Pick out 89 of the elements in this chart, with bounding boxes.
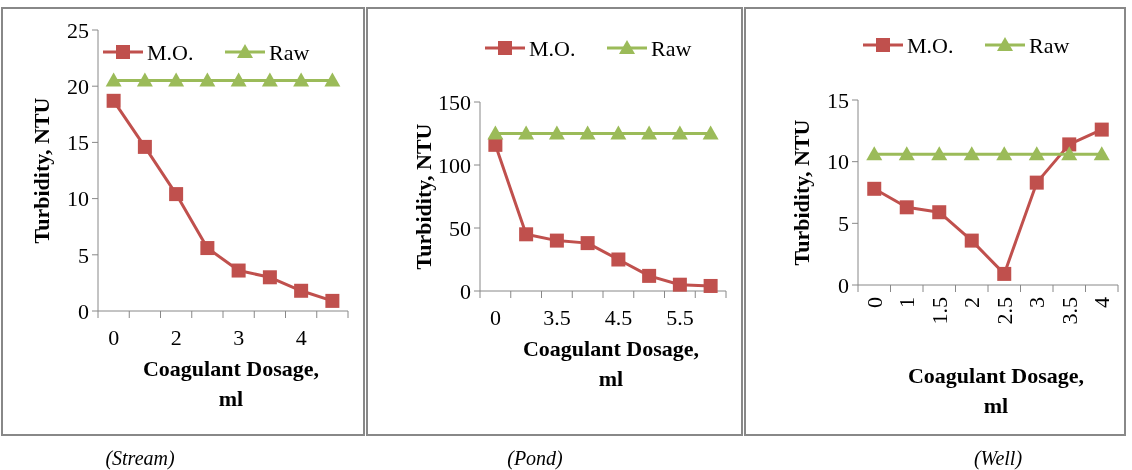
x-tick-label: 4	[1089, 297, 1115, 308]
point	[549, 233, 564, 248]
point	[169, 187, 184, 202]
point	[487, 125, 504, 140]
x-axis-title: Coagulant Dosage, ml	[907, 362, 1085, 418]
text: (Well)	[973, 447, 1023, 470]
y-tick-label: 20	[67, 73, 89, 99]
legend-label: Raw	[269, 39, 310, 65]
point	[199, 72, 216, 87]
y-tick-label: 10	[67, 186, 89, 212]
y-tick-label: 10	[827, 149, 849, 175]
x-axis-title: Coagulant Dosage, ml	[142, 355, 320, 411]
point	[261, 72, 278, 87]
y-tick-label: 100	[438, 152, 471, 178]
point	[867, 181, 882, 196]
x-tick-label: 3	[233, 324, 245, 350]
point	[1028, 146, 1045, 161]
x-tick-label: 5.5	[666, 304, 694, 330]
text: (Stream)	[105, 447, 175, 470]
point	[703, 278, 718, 293]
point	[200, 241, 215, 256]
point	[1093, 146, 1110, 161]
x-tick-label: 2	[959, 297, 985, 308]
x-tick-label: 1.5	[926, 297, 952, 325]
y-tick-label: 5	[838, 211, 849, 237]
y-tick-label: 50	[449, 215, 471, 241]
point	[996, 146, 1013, 161]
legend-label: Raw	[651, 35, 692, 61]
point	[519, 227, 534, 242]
point	[168, 72, 185, 87]
x-tick-label: 3.5	[1056, 297, 1082, 325]
legend-label: Raw	[1029, 32, 1070, 58]
point	[1029, 175, 1044, 190]
point	[137, 139, 152, 154]
point	[230, 72, 247, 87]
point	[294, 283, 309, 298]
point	[262, 270, 277, 285]
legend-label: M.O.	[907, 32, 954, 58]
point	[997, 266, 1012, 281]
point	[702, 125, 719, 140]
y-axis-title: Turbidity, NTU	[410, 123, 436, 270]
y-tick-label: 15	[827, 87, 849, 113]
point	[325, 293, 340, 308]
point	[518, 125, 535, 140]
point	[136, 72, 153, 87]
point	[672, 277, 687, 292]
text: (Pond)	[507, 447, 564, 470]
point	[641, 125, 658, 140]
point	[671, 125, 688, 140]
point	[580, 236, 595, 251]
y-axis-title: Turbidity, NTU	[788, 119, 814, 266]
point	[866, 146, 883, 161]
point	[1094, 122, 1109, 137]
point	[231, 263, 246, 278]
x-tick-label: 4	[295, 324, 307, 350]
point	[105, 72, 122, 87]
legend-label: M.O.	[147, 39, 194, 65]
x-tick-label: 1	[894, 297, 920, 308]
y-axis-title: Turbidity, NTU	[28, 97, 54, 244]
point	[931, 146, 948, 161]
x-tick-label: 3	[1024, 297, 1050, 308]
point	[611, 252, 626, 267]
x-tick-label: 2	[170, 324, 182, 350]
x-tick-label: 0	[108, 324, 120, 350]
point	[548, 125, 565, 140]
point	[324, 72, 341, 87]
x-axis-title: Coagulant Dosage, ml	[522, 335, 700, 391]
point	[963, 146, 980, 161]
y-tick-label: 25	[67, 17, 89, 43]
point	[899, 200, 914, 215]
y-tick-label: 150	[438, 89, 471, 115]
point	[579, 125, 596, 140]
point	[610, 125, 627, 140]
point	[642, 268, 657, 283]
point	[106, 93, 121, 108]
legend-label: M.O.	[529, 35, 576, 61]
y-tick-label: 5	[78, 242, 89, 268]
x-tick-label: 0	[861, 297, 887, 308]
point	[293, 72, 310, 87]
x-tick-label: 3.5	[543, 304, 571, 330]
point	[964, 233, 979, 248]
point	[932, 205, 947, 220]
point	[1061, 146, 1078, 161]
x-tick-label: 4.5	[604, 304, 633, 330]
point	[1062, 137, 1077, 152]
x-tick-label: 2.5	[991, 297, 1017, 325]
point	[898, 146, 915, 161]
x-tick-label: 0	[489, 304, 501, 330]
y-tick-label: 15	[67, 130, 89, 156]
